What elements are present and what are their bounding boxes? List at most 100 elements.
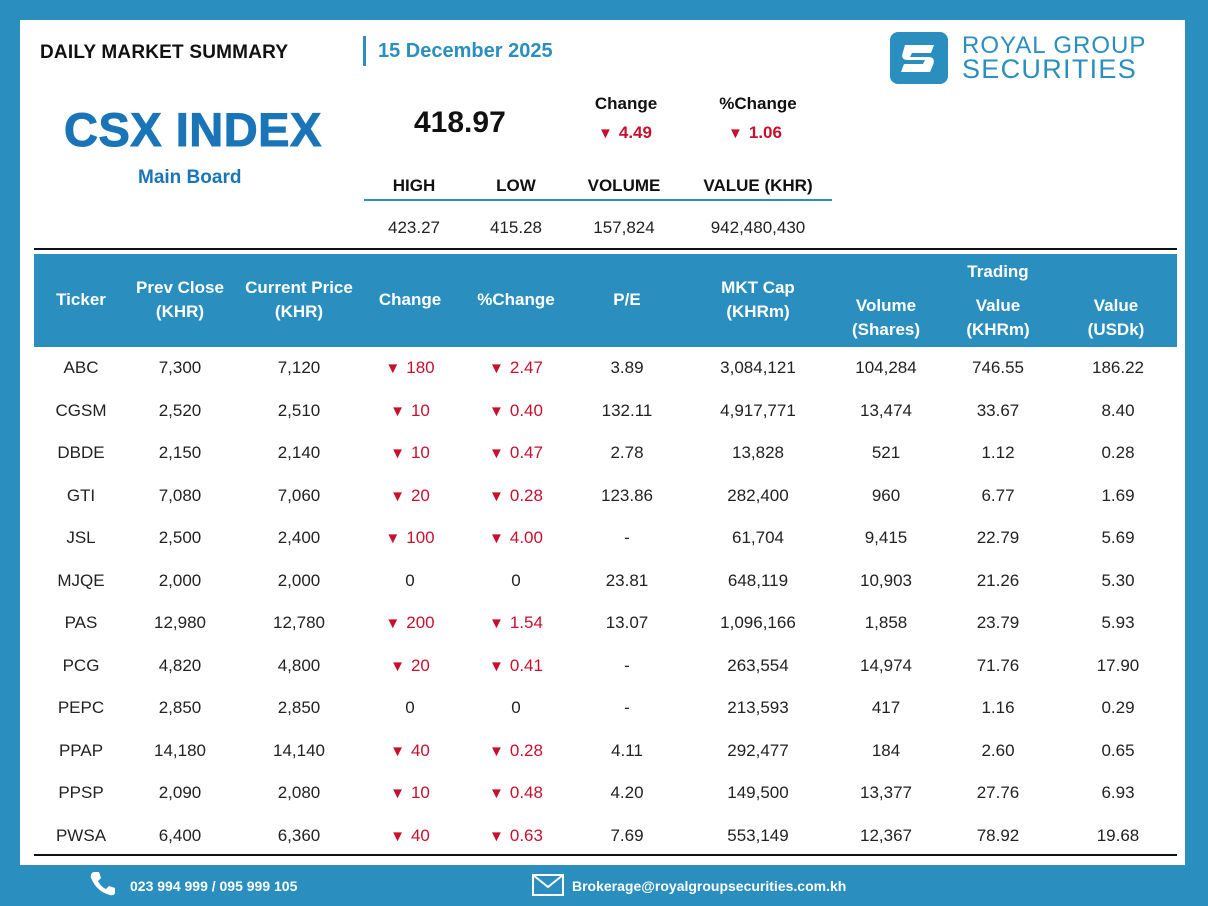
cell-volume-value: 14,974 xyxy=(860,655,912,675)
cell-ticker-value: PWSA xyxy=(55,825,107,845)
cell-value-khr: 6.77 xyxy=(944,475,1052,517)
cell-value-usd: 19.68 xyxy=(1064,815,1172,857)
cell-mkt-cap: 282,400 xyxy=(686,475,830,517)
cell-value-khr-value: 21.26 xyxy=(976,570,1020,590)
stat-value-volume: 157,824 xyxy=(593,218,655,237)
cell-value-usd: 5.30 xyxy=(1064,560,1172,602)
index-name: CSX INDEX xyxy=(64,103,322,157)
down-arrow-icon: ▼ xyxy=(489,530,504,547)
cell-value-khr: 71.76 xyxy=(944,645,1052,687)
cell-value-khr-value: 1.12 xyxy=(981,443,1015,462)
cell-pe-value: 3.89 xyxy=(610,358,644,377)
phone-number[interactable]: 023 994 999 / 095 999 105 xyxy=(130,878,298,894)
cell-ticker-value: PPAP xyxy=(58,740,104,760)
cell-pct-change: ▼ 0.40 xyxy=(464,390,568,432)
table-row: PCG 4,820 4,800 ▼ 20 ▼ 0.41 - 263,554 14,974 71.76… xyxy=(34,645,1177,687)
cell-ticker-value: MJQE xyxy=(57,570,105,590)
stat-value-value: 942,480,430 xyxy=(710,218,806,237)
cell-value-usd: 6.93 xyxy=(1064,772,1172,814)
cell-ticker: DBDE xyxy=(34,432,128,474)
stat-underline xyxy=(364,199,832,201)
stat-label-low: LOW xyxy=(496,176,536,195)
cell-value-khr-value: 27.76 xyxy=(976,783,1020,802)
cell-value-usd-value: 186.22 xyxy=(1092,358,1144,377)
cell-prev-close: 2,500 xyxy=(128,517,232,559)
cell-pct-change: 0 xyxy=(464,687,568,729)
col-ticker: Ticker xyxy=(56,290,106,309)
cell-prev-close: 12,980 xyxy=(128,602,232,644)
col-change: Change xyxy=(378,290,442,309)
down-arrow-icon: ▼ xyxy=(390,487,405,505)
section-divider xyxy=(34,248,1177,250)
cell-volume-value: 13,377 xyxy=(860,783,912,802)
cell-pct-change-value: 2.47 xyxy=(509,358,543,377)
cell-value-usd: 5.93 xyxy=(1064,602,1172,644)
cell-pe-value: 4.11 xyxy=(611,740,643,760)
down-arrow-icon: ▼ xyxy=(489,445,504,462)
cell-volume-value: 9,415 xyxy=(864,528,908,547)
cell-pct-change: ▼ 0.28 xyxy=(464,475,568,517)
cell-pct-change-value: 0 xyxy=(511,570,521,590)
cell-pe: 13.07 xyxy=(568,602,686,644)
cell-pct-change: ▼ 0.28 xyxy=(464,730,568,772)
cell-ticker-value: PEPC xyxy=(57,698,105,717)
down-arrow-icon: ▼ xyxy=(390,402,405,420)
col-pe: P/E xyxy=(613,290,641,309)
cell-prev-close-value: 2,000 xyxy=(158,570,202,590)
cell-pct-change-value: 0.48 xyxy=(509,783,543,802)
cell-value-khr-value: 78.92 xyxy=(976,825,1020,845)
cell-volume: 12,367 xyxy=(834,815,938,857)
col-mkt-cap: MKT Cap (KHRm) xyxy=(721,278,795,321)
cell-value-usd-value: 8.40 xyxy=(1101,400,1135,420)
cell-current-price: 7,120 xyxy=(232,347,366,389)
cell-mkt-cap-value: 213,593 xyxy=(727,698,789,717)
cell-mkt-cap: 13,828 xyxy=(686,432,830,474)
table-row: GTI 7,080 7,060 ▼ 20 ▼ 0.28 123.86 282,400 960 6.7… xyxy=(34,475,1177,517)
down-arrow-icon: ▼ xyxy=(385,615,401,632)
cell-prev-close: 2,150 xyxy=(128,432,232,474)
cell-pe: - xyxy=(568,517,686,559)
col-value-khr: Value (KHRm) xyxy=(966,296,1030,339)
cell-volume-value: 12,367 xyxy=(860,825,912,845)
cell-mkt-cap-value: 263,554 xyxy=(727,655,789,675)
cell-mkt-cap: 149,500 xyxy=(686,772,830,814)
cell-prev-close: 2,090 xyxy=(128,772,232,814)
email-address[interactable]: Brokerage@royalgroupsecurities.com.kh xyxy=(572,878,847,894)
cell-pct-change: ▼ 0.48 xyxy=(464,772,568,814)
cell-volume: 417 xyxy=(834,687,938,729)
cell-change: ▼ 40 xyxy=(366,730,454,772)
cell-ticker: ABC xyxy=(34,347,128,389)
table-row: JSL 2,500 2,400 ▼ 100 ▼ 4.00 - 61,704 9,415 22.79 5… xyxy=(34,517,1177,559)
cell-change-value: 20 xyxy=(410,655,430,675)
table-row: PEPC 2,850 2,850 0 0 - 213,593 417 1.16 0.29 xyxy=(34,687,1177,729)
cell-pe-value: 4.20 xyxy=(610,783,644,802)
cell-pe: 123.86 xyxy=(568,475,686,517)
cell-change-value: 0 xyxy=(405,570,415,590)
cell-value-usd: 186.22 xyxy=(1064,347,1172,389)
stat-label-high: HIGH xyxy=(392,176,436,195)
cell-current-price-value: 2,850 xyxy=(277,698,321,717)
down-arrow-icon: ▼ xyxy=(598,125,613,142)
cell-prev-close-value: 2,520 xyxy=(158,400,202,420)
cell-change-value: 10 xyxy=(410,400,430,420)
cell-change-value: 40 xyxy=(410,740,430,760)
cell-pct-change: ▼ 0.47 xyxy=(464,432,568,474)
cell-value-usd-value: 0.29 xyxy=(1101,698,1135,717)
cell-current-price-value: 7,060 xyxy=(277,485,321,505)
col-pct-change: %Change xyxy=(477,290,555,309)
cell-current-price-value: 2,000 xyxy=(277,570,321,590)
cell-pe: 4.11 xyxy=(568,730,686,772)
down-arrow-icon: ▼ xyxy=(385,360,401,377)
cell-pe-value: - xyxy=(624,655,630,675)
cell-pe-value: 13.07 xyxy=(605,613,649,632)
cell-pe: 7.69 xyxy=(568,815,686,857)
board-name: Main Board xyxy=(138,167,242,188)
cell-pe-value: 132.11 xyxy=(601,400,653,420)
cell-volume-value: 104,284 xyxy=(855,358,917,377)
cell-change: ▼ 100 xyxy=(366,517,454,559)
cell-ticker-value: DBDE xyxy=(57,443,105,462)
cell-mkt-cap-value: 3,084,121 xyxy=(720,358,796,377)
cell-pct-change-value: 1.54 xyxy=(509,613,543,632)
cell-current-price: 2,510 xyxy=(232,390,366,432)
cell-ticker: PPSP xyxy=(34,772,128,814)
